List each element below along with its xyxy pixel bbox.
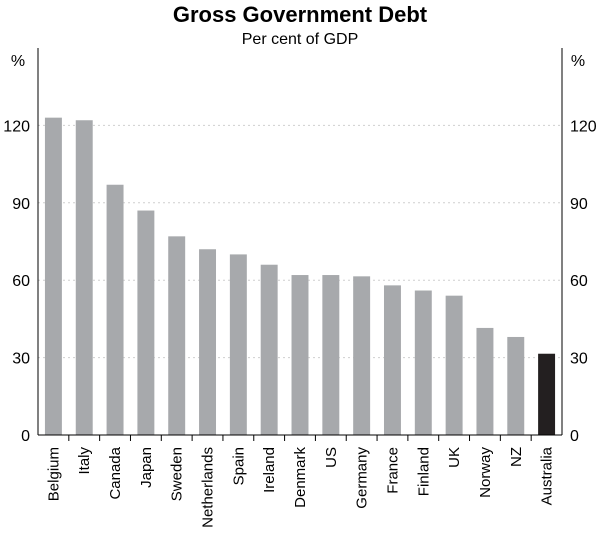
category-label-italy: Italy [76, 447, 93, 475]
category-label-canada: Canada [107, 446, 124, 499]
y-tick-right-90: 90 [570, 196, 588, 213]
bar-australia [538, 353, 556, 435]
bar-nz [507, 336, 525, 435]
category-label-uk: UK [446, 447, 463, 468]
y-tick-left-90: 90 [12, 196, 30, 213]
y-axis-unit-right: % [571, 53, 585, 70]
y-tick-left-30: 30 [12, 351, 30, 368]
bar-sweden [168, 236, 186, 435]
chart-title: Gross Government Debt [173, 2, 428, 27]
bar-japan [137, 210, 155, 435]
category-label-japan: Japan [138, 447, 155, 488]
category-label-sweden: Sweden [169, 447, 186, 501]
category-label-norway: Norway [477, 447, 494, 498]
bar-finland [414, 290, 432, 435]
bar-france [383, 285, 401, 435]
chart-subtitle: Per cent of GDP [242, 31, 359, 48]
axes [37, 48, 563, 441]
y-tick-left-0: 0 [21, 428, 30, 445]
category-label-france: France [384, 447, 401, 494]
category-label-belgium: Belgium [45, 447, 62, 501]
y-tick-left-60: 60 [12, 273, 30, 290]
category-labels: Belgium Italy Canada Japan Sweden Netherlands… [45, 446, 555, 528]
bar-belgium [44, 117, 62, 435]
bar-netherlands [199, 249, 217, 435]
y-tick-left-120: 120 [3, 118, 30, 135]
bar-italy [75, 120, 93, 436]
y-axis-unit-left: % [11, 53, 25, 70]
category-label-germany: Germany [354, 447, 371, 509]
y-tick-right-60: 60 [570, 273, 588, 290]
bars [44, 117, 556, 436]
category-label-netherlands: Netherlands [200, 447, 217, 528]
y-tick-labels: 0 0 30 30 60 60 90 90 120 120 [3, 118, 597, 445]
category-label-denmark: Denmark [292, 447, 309, 508]
category-label-finland: Finland [415, 447, 432, 496]
category-label-ireland: Ireland [261, 447, 278, 493]
bar-ireland [260, 264, 278, 435]
y-tick-right-0: 0 [570, 428, 579, 445]
category-label-us: US [323, 447, 340, 468]
y-tick-right-30: 30 [570, 351, 588, 368]
bar-canada [106, 184, 124, 435]
bar-germany [353, 276, 371, 435]
bar-norway [476, 327, 494, 435]
bar-denmark [291, 275, 309, 435]
bar-us [322, 275, 340, 435]
category-label-australia: Australia [539, 446, 556, 505]
category-label-spain: Spain [230, 447, 247, 485]
y-tick-right-120: 120 [570, 118, 597, 135]
bar-uk [445, 295, 463, 435]
category-label-nz: NZ [508, 447, 525, 467]
bar-spain [229, 254, 247, 435]
